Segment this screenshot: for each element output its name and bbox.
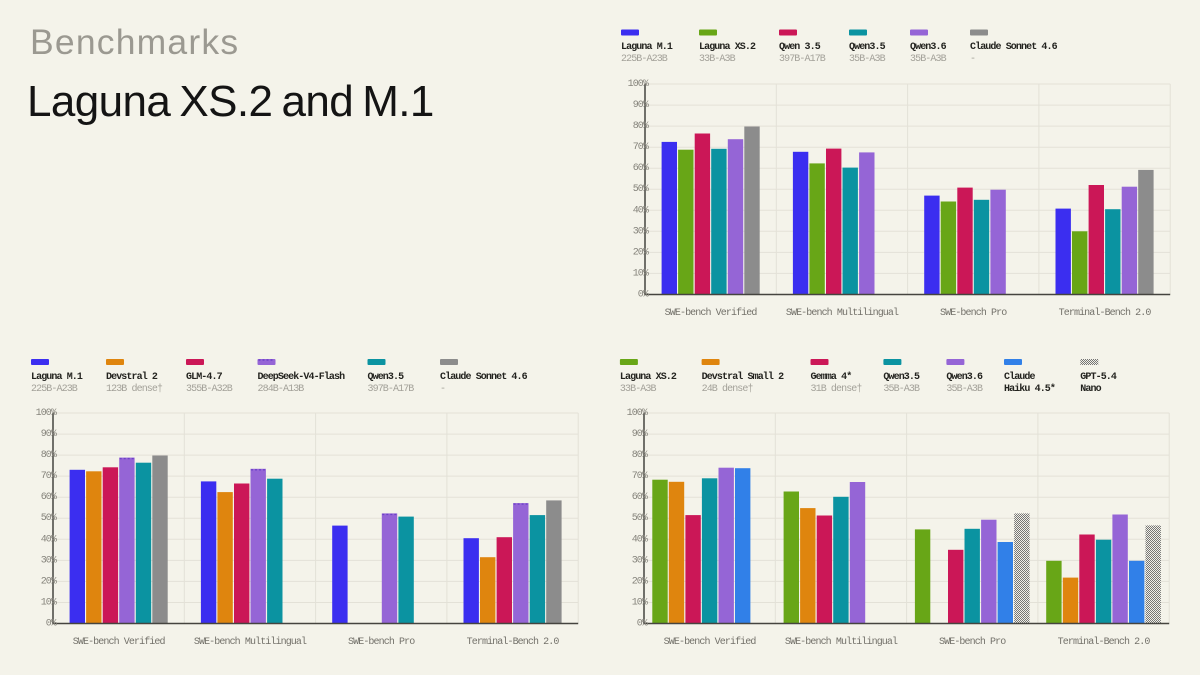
svg-text:Qwen3.5: Qwen3.5 [368,372,405,383]
svg-text:100%: 100% [628,79,649,90]
svg-text:90%: 90% [633,100,649,111]
svg-text:397B-A17B: 397B-A17B [779,54,826,65]
svg-text:90%: 90% [632,429,648,440]
svg-text:100%: 100% [627,408,648,419]
svg-text:40%: 40% [633,205,649,216]
svg-text:DeepSeek-V4-Flash: DeepSeek-V4-Flash [258,371,346,383]
svg-text:355B-A32B: 355B-A32B [186,384,233,395]
svg-text:SWE-bench Multilingual: SWE-bench Multilingual [786,307,899,319]
svg-text:30%: 30% [41,555,57,566]
svg-text:284B-A13B: 284B-A13B [258,384,305,395]
svg-text:35B-A3B: 35B-A3B [910,54,947,65]
svg-text:Devstral 2: Devstral 2 [106,371,158,383]
svg-text:Laguna M.1: Laguna M.1 [31,372,83,383]
svg-text:70%: 70% [633,142,649,153]
svg-text:70%: 70% [41,471,57,482]
svg-text:-: - [440,384,445,395]
svg-text:20%: 20% [41,576,57,587]
svg-text:123B dense†: 123B dense† [106,383,163,395]
svg-text:31B dense†: 31B dense† [811,383,863,395]
svg-text:Qwen3.5: Qwen3.5 [849,42,886,53]
svg-text:60%: 60% [632,492,648,503]
svg-text:Claude Sonnet 4.6: Claude Sonnet 4.6 [440,371,528,383]
svg-text:SWE-bench Pro: SWE-bench Pro [939,636,1006,648]
svg-text:Qwen3.6: Qwen3.6 [946,372,983,383]
svg-text:SWE-bench Multilingual: SWE-bench Multilingual [785,636,898,648]
svg-text:Terminal-Bench 2.0: Terminal-Bench 2.0 [1059,307,1152,319]
svg-text:20%: 20% [633,247,649,258]
svg-text:Laguna XS.2: Laguna XS.2 [699,42,756,53]
svg-text:24B dense†: 24B dense† [702,383,754,395]
svg-text:100%: 100% [36,408,57,419]
svg-text:SWE-bench Verified: SWE-bench Verified [665,307,758,319]
svg-text:50%: 50% [633,184,649,195]
svg-text:Qwen 3.5: Qwen 3.5 [779,42,821,53]
svg-text:SWE-bench Multilingual: SWE-bench Multilingual [194,636,307,648]
svg-text:397B-A17B: 397B-A17B [368,384,415,395]
svg-text:20%: 20% [632,576,648,587]
svg-text:50%: 50% [632,513,648,524]
svg-text:30%: 30% [632,555,648,566]
svg-text:30%: 30% [633,226,649,237]
svg-text:225B-A23B: 225B-A23B [31,384,78,395]
svg-text:10%: 10% [633,268,649,279]
svg-text:0%: 0% [637,619,648,630]
svg-text:80%: 80% [633,121,649,132]
svg-text:33B-A3B: 33B-A3B [620,384,657,395]
svg-text:SWE-bench Pro: SWE-bench Pro [348,636,415,648]
svg-text:50%: 50% [41,513,57,524]
svg-text:Qwen3.6: Qwen3.6 [910,42,947,53]
svg-text:Claude Sonnet 4.6: Claude Sonnet 4.6 [970,41,1058,53]
svg-text:SWE-bench Pro: SWE-bench Pro [940,307,1007,319]
svg-text:Qwen3.5: Qwen3.5 [883,372,920,383]
svg-text:Claude: Claude [1004,371,1036,383]
svg-text:40%: 40% [632,534,648,545]
svg-text:60%: 60% [41,492,57,503]
svg-text:35B-A3B: 35B-A3B [849,54,886,65]
svg-text:80%: 80% [632,450,648,461]
svg-text:0%: 0% [638,290,649,301]
svg-text:Laguna M.1: Laguna M.1 [621,42,673,53]
svg-text:Gemma 4*: Gemma 4* [811,371,852,383]
svg-text:Terminal-Bench 2.0: Terminal-Bench 2.0 [467,636,560,648]
svg-text:Devstral Small 2: Devstral Small 2 [702,371,785,383]
svg-text:60%: 60% [633,163,649,174]
svg-text:0%: 0% [46,619,57,630]
svg-text:GLM-4.7: GLM-4.7 [186,372,223,383]
svg-text:SWE-bench Verified: SWE-bench Verified [73,636,166,648]
svg-text:35B-A3B: 35B-A3B [946,384,983,395]
svg-text:40%: 40% [41,534,57,545]
svg-text:10%: 10% [632,598,648,609]
svg-text:80%: 80% [41,450,57,461]
svg-text:10%: 10% [41,598,57,609]
svg-text:Nano: Nano [1080,384,1101,395]
svg-text:Terminal-Bench 2.0: Terminal-Bench 2.0 [1058,636,1151,648]
svg-text:Laguna XS.2: Laguna XS.2 [620,372,677,383]
svg-text:SWE-bench Verified: SWE-bench Verified [664,636,757,648]
svg-text:225B-A23B: 225B-A23B [621,54,668,65]
svg-text:33B-A3B: 33B-A3B [699,54,736,65]
svg-text:90%: 90% [41,429,57,440]
svg-text:Haiku 4.5*: Haiku 4.5* [1004,383,1055,395]
svg-text:70%: 70% [632,471,648,482]
svg-text:GPT-5.4: GPT-5.4 [1080,372,1117,383]
svg-text:35B-A3B: 35B-A3B [883,384,920,395]
svg-text:-: - [970,54,975,65]
